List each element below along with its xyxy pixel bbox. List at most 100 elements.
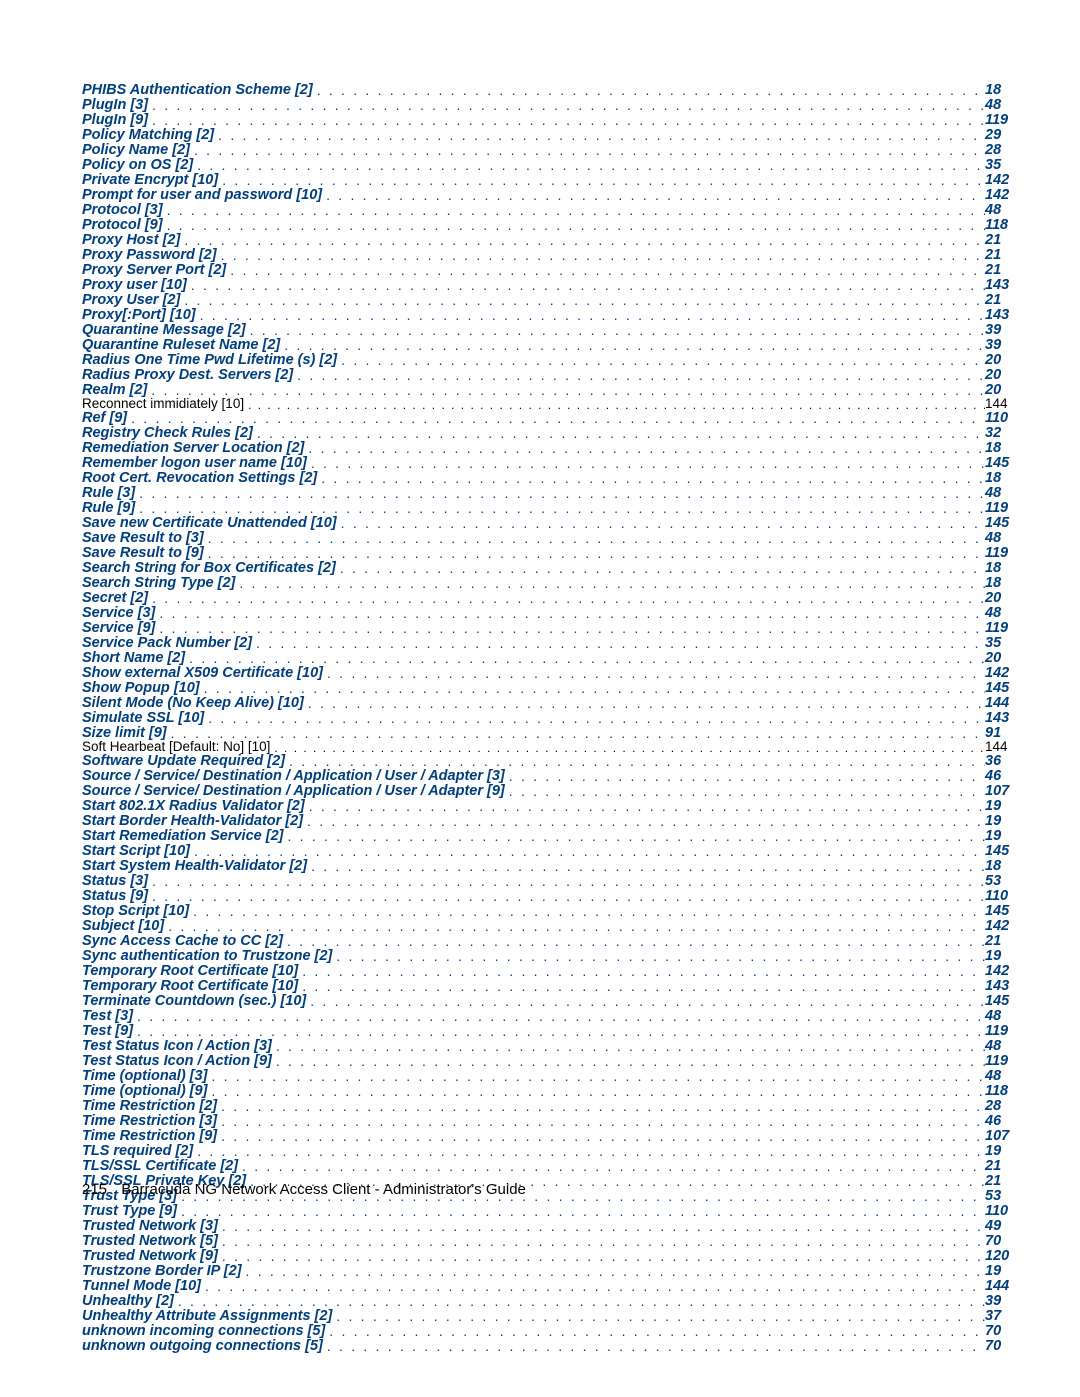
- toc-entry-label[interactable]: Service [9]: [82, 621, 155, 636]
- toc-entry-page[interactable]: 32: [985, 426, 1015, 441]
- toc-entry-label[interactable]: PHIBS Authentication Scheme [2]: [82, 83, 313, 98]
- toc-entry-page[interactable]: 107: [985, 1129, 1015, 1144]
- toc-entry-page[interactable]: 110: [985, 411, 1015, 426]
- toc-entry-label[interactable]: Trusted Network [9]: [82, 1249, 218, 1264]
- toc-entry-page[interactable]: 19: [985, 829, 1015, 844]
- toc-entry-page[interactable]: 110: [985, 1204, 1015, 1219]
- toc-entry-page[interactable]: 39: [985, 338, 1015, 353]
- toc-entry-page[interactable]: 70: [985, 1339, 1015, 1354]
- toc-entry-page[interactable]: 144: [985, 696, 1015, 711]
- toc-entry-label[interactable]: Root Cert. Revocation Settings [2]: [82, 471, 317, 486]
- toc-entry-label[interactable]: Trust Type [9]: [82, 1204, 177, 1219]
- toc-entry-label[interactable]: Terminate Countdown (sec.) [10]: [82, 994, 306, 1009]
- toc-entry-label[interactable]: Unhealthy [2]: [82, 1294, 174, 1309]
- toc-entry-page[interactable]: 21: [985, 233, 1015, 248]
- toc-entry-page[interactable]: 21: [985, 934, 1015, 949]
- toc-entry-label[interactable]: Protocol [3]: [82, 203, 163, 218]
- toc-entry-page[interactable]: 145: [985, 904, 1015, 919]
- toc-entry-label[interactable]: Start Script [10]: [82, 844, 190, 859]
- toc-entry-page[interactable]: 20: [985, 368, 1015, 383]
- toc-entry-label[interactable]: Quarantine Ruleset Name [2]: [82, 338, 280, 353]
- toc-entry-page[interactable]: 20: [985, 353, 1015, 368]
- toc-entry-page[interactable]: 119: [985, 621, 1015, 636]
- toc-entry-label[interactable]: Start System Health-Validator [2]: [82, 859, 307, 874]
- toc-entry-page[interactable]: 119: [985, 1024, 1015, 1039]
- toc-entry-label[interactable]: Temporary Root Certificate [10]: [82, 964, 298, 979]
- toc-entry-label[interactable]: Time (optional) [9]: [82, 1084, 207, 1099]
- toc-entry-page[interactable]: 46: [985, 769, 1015, 784]
- toc-entry-page[interactable]: 53: [985, 1189, 1015, 1204]
- toc-entry-label[interactable]: Source / Service/ Destination / Applicat…: [82, 784, 505, 799]
- toc-entry-label[interactable]: Save new Certificate Unattended [10]: [82, 516, 337, 531]
- toc-entry-label[interactable]: Show external X509 Certificate [10]: [82, 666, 323, 681]
- toc-entry-page[interactable]: 142: [985, 964, 1015, 979]
- toc-entry-label[interactable]: Sync authentication to Trustzone [2]: [82, 949, 332, 964]
- toc-entry-label[interactable]: Start Border Health-Validator [2]: [82, 814, 303, 829]
- toc-entry-page[interactable]: 19: [985, 1264, 1015, 1279]
- toc-entry-label[interactable]: Software Update Required [2]: [82, 754, 285, 769]
- toc-entry-label[interactable]: Trusted Network [5]: [82, 1234, 218, 1249]
- toc-entry-page[interactable]: 19: [985, 814, 1015, 829]
- toc-entry-page[interactable]: 48: [985, 606, 1015, 621]
- toc-entry-label[interactable]: Ref [9]: [82, 411, 127, 426]
- toc-entry-label[interactable]: Test Status Icon / Action [9]: [82, 1054, 272, 1069]
- toc-entry-label[interactable]: Temporary Root Certificate [10]: [82, 979, 298, 994]
- toc-entry-page[interactable]: 18: [985, 859, 1015, 874]
- toc-entry-page[interactable]: 142: [985, 919, 1015, 934]
- toc-entry-label[interactable]: Status [3]: [82, 874, 148, 889]
- toc-entry-page[interactable]: 48: [985, 1039, 1015, 1054]
- toc-entry-page[interactable]: 107: [985, 784, 1015, 799]
- toc-entry-label[interactable]: Private Encrypt [10]: [82, 173, 218, 188]
- toc-entry-page[interactable]: 145: [985, 844, 1015, 859]
- toc-entry-label[interactable]: Remember logon user name [10]: [82, 456, 307, 471]
- toc-entry-page[interactable]: 118: [985, 1084, 1015, 1099]
- toc-entry-label[interactable]: Proxy Password [2]: [82, 248, 217, 263]
- toc-entry-page[interactable]: 70: [985, 1234, 1015, 1249]
- toc-entry-label[interactable]: Rule [3]: [82, 486, 135, 501]
- toc-entry-page[interactable]: 19: [985, 799, 1015, 814]
- toc-entry-page[interactable]: 28: [985, 1099, 1015, 1114]
- toc-entry-label[interactable]: Subject [10]: [82, 919, 164, 934]
- toc-entry-page[interactable]: 28: [985, 143, 1015, 158]
- toc-entry-page[interactable]: 36: [985, 754, 1015, 769]
- toc-entry-label[interactable]: Show Popup [10]: [82, 681, 200, 696]
- toc-entry-page[interactable]: 143: [985, 278, 1015, 293]
- toc-entry-label[interactable]: TLS/SSL Certificate [2]: [82, 1159, 238, 1174]
- toc-entry-page[interactable]: 145: [985, 456, 1015, 471]
- toc-entry-label[interactable]: Quarantine Message [2]: [82, 323, 246, 338]
- toc-entry-label[interactable]: Service Pack Number [2]: [82, 636, 252, 651]
- toc-entry-label[interactable]: Proxy Server Port [2]: [82, 263, 226, 278]
- toc-entry-page[interactable]: 37: [985, 1309, 1015, 1324]
- toc-entry-label[interactable]: Test [9]: [82, 1024, 133, 1039]
- toc-entry-page[interactable]: 49: [985, 1219, 1015, 1234]
- toc-entry-label[interactable]: Save Result to [9]: [82, 546, 204, 561]
- toc-entry-page[interactable]: 39: [985, 323, 1015, 338]
- toc-entry-page[interactable]: 21: [985, 293, 1015, 308]
- toc-entry-label[interactable]: Policy Matching [2]: [82, 128, 214, 143]
- toc-entry-label[interactable]: PlugIn [3]: [82, 98, 148, 113]
- toc-entry-label[interactable]: Source / Service/ Destination / Applicat…: [82, 769, 505, 784]
- toc-entry-label[interactable]: Search String Type [2]: [82, 576, 235, 591]
- toc-entry-label[interactable]: Secret [2]: [82, 591, 148, 606]
- toc-entry-label[interactable]: Proxy user [10]: [82, 278, 187, 293]
- toc-entry-label[interactable]: Sync Access Cache to CC [2]: [82, 934, 283, 949]
- toc-entry-label[interactable]: TLS required [2]: [82, 1144, 193, 1159]
- toc-entry-label[interactable]: Time (optional) [3]: [82, 1069, 207, 1084]
- toc-entry-label[interactable]: Policy on OS [2]: [82, 158, 193, 173]
- toc-entry-label[interactable]: Proxy User [2]: [82, 293, 180, 308]
- toc-entry-page[interactable]: 145: [985, 516, 1015, 531]
- toc-entry-label[interactable]: unknown incoming connections [5]: [82, 1324, 325, 1339]
- toc-entry-label[interactable]: Search String for Box Certificates [2]: [82, 561, 336, 576]
- toc-entry-page[interactable]: 48: [985, 531, 1015, 546]
- toc-entry-page[interactable]: 53: [985, 874, 1015, 889]
- toc-entry-label[interactable]: Trustzone Border IP [2]: [82, 1264, 242, 1279]
- toc-entry-label[interactable]: Time Restriction [3]: [82, 1114, 217, 1129]
- toc-entry-label[interactable]: Tunnel Mode [10]: [82, 1279, 201, 1294]
- toc-entry-page[interactable]: 119: [985, 1054, 1015, 1069]
- toc-entry-page[interactable]: 119: [985, 501, 1015, 516]
- toc-entry-page[interactable]: 143: [985, 979, 1015, 994]
- toc-entry-label[interactable]: Stop Script [10]: [82, 904, 189, 919]
- toc-entry-page[interactable]: 18: [985, 83, 1015, 98]
- toc-entry-page[interactable]: 35: [985, 636, 1015, 651]
- toc-entry-label[interactable]: Registry Check Rules [2]: [82, 426, 253, 441]
